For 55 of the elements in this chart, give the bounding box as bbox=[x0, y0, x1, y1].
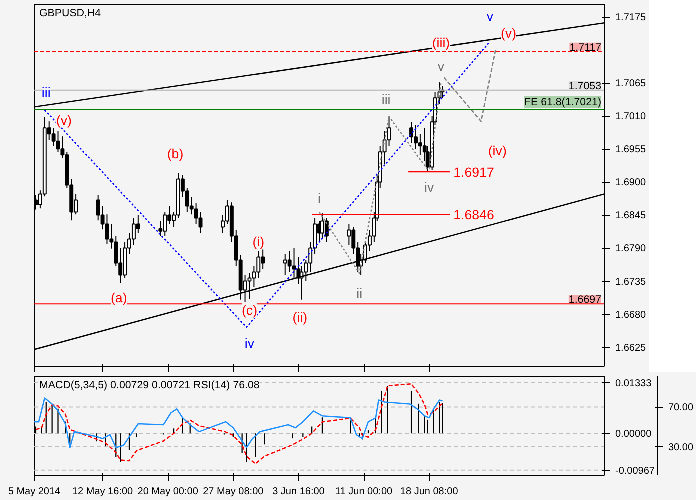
annotation: (i) bbox=[252, 234, 265, 250]
annotation: iv bbox=[424, 180, 434, 196]
annotation: (iv) bbox=[488, 143, 507, 158]
annotation: iii bbox=[42, 85, 51, 100]
annotation: (v) bbox=[56, 112, 72, 128]
ref-line-label: 1.7053 bbox=[568, 80, 602, 92]
y-tick-label: -0.00967 bbox=[616, 466, 656, 477]
annotation: iii bbox=[382, 92, 391, 107]
chart-title: MACD(5,34,5) 0.00729 0.00721 RSI(14) 76.08 bbox=[40, 380, 260, 392]
line-series bbox=[318, 82, 442, 274]
annotation: (ii) bbox=[292, 310, 308, 325]
x-tick-label: 5 May 2014 bbox=[8, 486, 62, 498]
y-tick-label: 1.6845 bbox=[616, 210, 647, 222]
candlestick bbox=[105, 214, 110, 245]
x-tick-label: 3 Jun 16:00 bbox=[272, 486, 326, 498]
x-tick-label: 12 May 16:00 bbox=[72, 486, 134, 498]
y-tick-label: 1.6900 bbox=[616, 178, 647, 189]
x-tick-label: 18 Jun 08:00 bbox=[400, 486, 459, 498]
y-tick-label: 0.00000 bbox=[616, 429, 652, 440]
candlestick bbox=[347, 224, 352, 246]
candlestick bbox=[248, 272, 252, 300]
y-tick-label: 1.7010 bbox=[616, 112, 647, 123]
annotation: 1.6917 bbox=[454, 164, 494, 180]
annotation: (iii) bbox=[432, 35, 450, 50]
y-tick-label: 0.01333 bbox=[616, 378, 652, 390]
candlestick bbox=[194, 202, 198, 225]
annotation: (a) bbox=[110, 290, 128, 306]
annotation: (c) bbox=[242, 303, 258, 318]
annotation: ii bbox=[356, 286, 363, 301]
ref-line-label: 1.7117 bbox=[570, 42, 602, 54]
y2-tick-label: 30.00 bbox=[668, 442, 694, 454]
ref-line-label: FE 61.8(1.7021) bbox=[524, 96, 602, 109]
y-tick-label: 1.6790 bbox=[616, 244, 647, 255]
candlestick bbox=[52, 128, 56, 147]
line-series bbox=[34, 398, 444, 448]
chart-title: GBPUSD,H4 bbox=[40, 8, 102, 20]
ref-line-label: 1.6697 bbox=[568, 294, 602, 306]
annotation: v bbox=[486, 9, 494, 24]
annotation: (b) bbox=[167, 146, 184, 162]
x-tick-label: 20 May 00:00 bbox=[138, 486, 199, 498]
annotation: 1.6846 bbox=[454, 208, 494, 223]
annotation: i bbox=[318, 190, 322, 206]
annotation: v bbox=[438, 58, 445, 74]
x-tick-label: 11 Jun 00:00 bbox=[335, 486, 394, 498]
y-tick-label: 1.6735 bbox=[616, 276, 647, 288]
y-tick-label: 1.6625 bbox=[616, 342, 647, 354]
y-tick-label: 1.6955 bbox=[616, 144, 647, 156]
y-tick-label: 1.6680 bbox=[616, 310, 647, 321]
annotation: (v) bbox=[500, 26, 517, 41]
y2-tick-label: 70.00 bbox=[668, 402, 694, 414]
candlestick bbox=[198, 212, 203, 234]
x-tick-label: 27 May 08:00 bbox=[203, 486, 264, 498]
annotation: iv bbox=[244, 336, 255, 352]
y-tick-label: 1.7065 bbox=[616, 78, 647, 90]
y-tick-label: 1.7175 bbox=[616, 12, 647, 24]
